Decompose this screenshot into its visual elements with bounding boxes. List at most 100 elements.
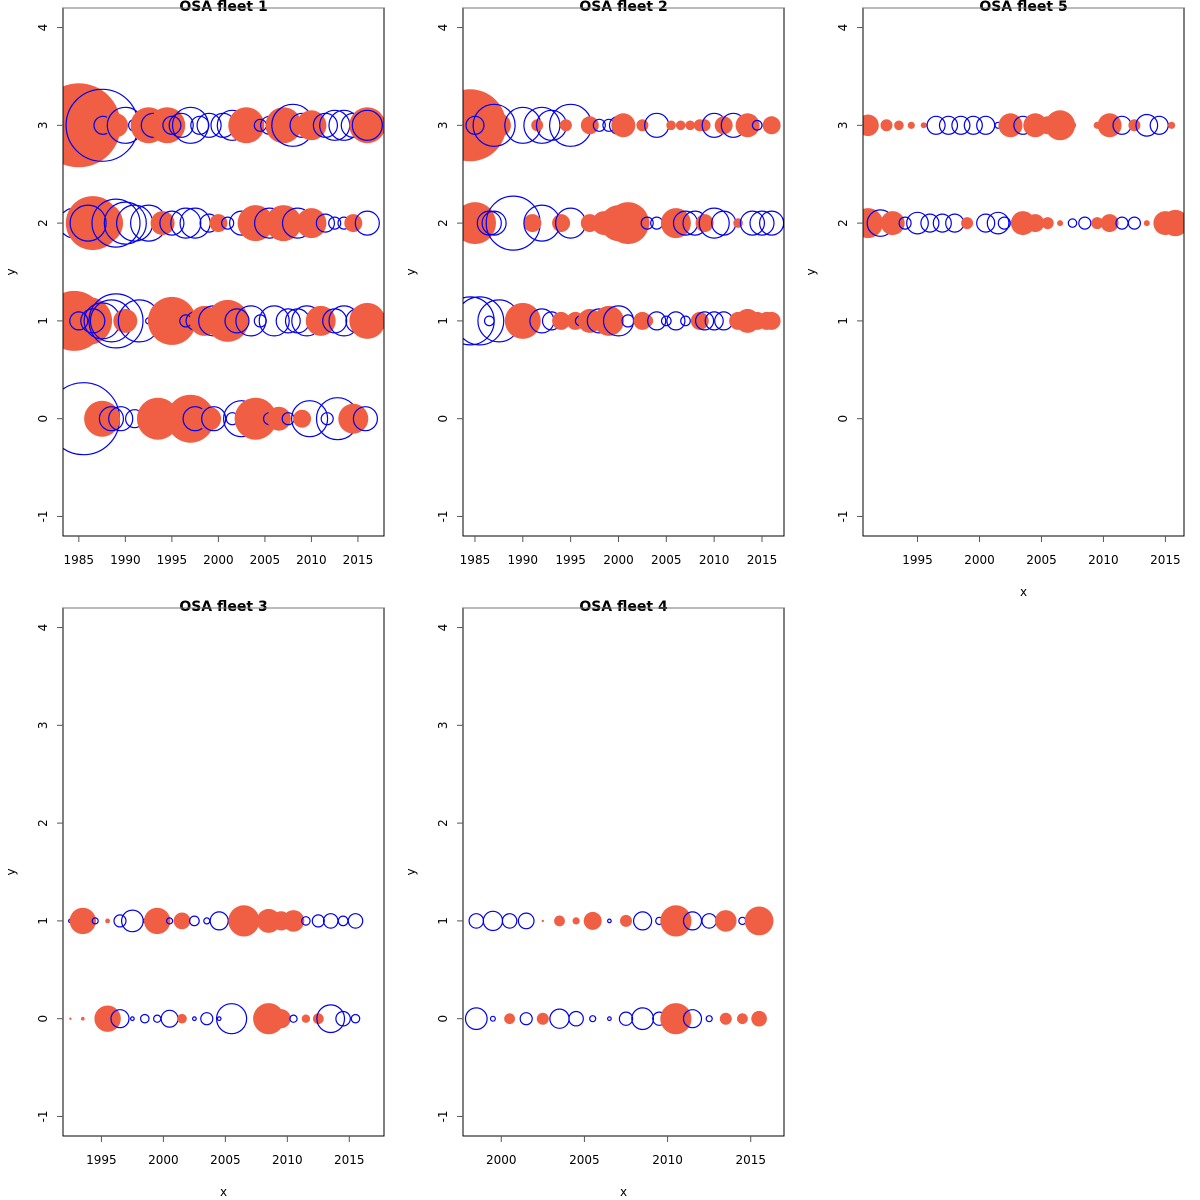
negative-residual-bubble xyxy=(179,207,211,239)
positive-residual-bubble xyxy=(552,214,571,233)
positive-residual-bubble xyxy=(863,208,883,239)
negative-residual-bubble xyxy=(188,915,200,927)
negative-residual-bubble xyxy=(1067,218,1078,228)
y-tick-label: 3 xyxy=(836,122,850,130)
x-tick-label: 1995 xyxy=(902,553,933,567)
y-tick-label: 0 xyxy=(36,415,50,423)
negative-residual-bubble xyxy=(170,207,202,239)
x-tick-label: 2010 xyxy=(1088,553,1119,567)
positive-residual-bubble xyxy=(1168,121,1176,129)
negative-residual-bubble xyxy=(69,204,107,242)
negative-residual-bubble xyxy=(110,1009,130,1029)
positive-residual-bubble xyxy=(660,1003,692,1035)
negative-residual-bubble xyxy=(160,1009,179,1028)
negative-residual-bubble xyxy=(489,1015,496,1022)
negative-residual-bubble xyxy=(938,115,959,135)
bubbles xyxy=(63,83,384,456)
positive-residual-bubble xyxy=(698,119,711,132)
positive-residual-bubble xyxy=(504,1013,515,1025)
positive-residual-bubble xyxy=(714,116,733,135)
negative-residual-bubble xyxy=(1149,115,1169,135)
title-mask xyxy=(433,588,814,600)
positive-residual-bubble xyxy=(1068,121,1077,129)
negative-residual-bubble xyxy=(592,118,606,132)
y-axis-label: y xyxy=(4,868,18,875)
bubbles xyxy=(863,110,1184,239)
negative-residual-bubble xyxy=(647,311,667,331)
x-tick-label: 2010 xyxy=(272,1153,303,1167)
negative-residual-bubble xyxy=(351,109,383,141)
negative-residual-bubble xyxy=(316,1004,346,1034)
positive-residual-bubble xyxy=(344,214,363,233)
positive-residual-bubble xyxy=(536,1012,549,1025)
negative-residual-bubble xyxy=(275,308,301,334)
positive-residual-bubble xyxy=(1091,217,1104,230)
x-tick-label: 2000 xyxy=(148,1153,179,1167)
negative-residual-bubble xyxy=(906,211,929,235)
positive-residual-bubble xyxy=(144,907,171,935)
positive-residual-bubble xyxy=(685,120,695,131)
negative-residual-bubble xyxy=(568,1010,584,1027)
positive-residual-bubble xyxy=(177,1013,187,1024)
y-tick-label: 0 xyxy=(836,415,850,423)
positive-residual-bubble xyxy=(147,296,196,345)
x-tick-label: 2015 xyxy=(1150,553,1181,567)
x-axis-label: x xyxy=(1020,585,1027,599)
x-axis-label: x xyxy=(220,1185,227,1199)
x-tick-label: 1990 xyxy=(508,553,539,567)
y-tick-label: 2 xyxy=(36,819,50,827)
y-tick-label: 4 xyxy=(436,24,450,32)
negative-residual-bubble xyxy=(464,1007,488,1031)
panel-title: OSA fleet 4 xyxy=(579,599,668,615)
plot-frame xyxy=(462,607,785,1137)
negative-residual-bubble xyxy=(704,311,724,331)
negative-residual-bubble xyxy=(482,910,504,932)
positive-residual-bubble xyxy=(675,120,686,131)
negative-residual-bubble xyxy=(472,103,516,147)
positive-residual-bubble xyxy=(894,120,904,131)
negative-residual-bubble xyxy=(166,917,174,925)
negative-residual-bubble xyxy=(501,913,518,929)
y-axis-label: y xyxy=(804,268,818,275)
negative-residual-bubble xyxy=(190,115,210,135)
positive-residual-bubble xyxy=(552,311,571,330)
negative-residual-bubble xyxy=(352,406,378,432)
positive-residual-bubble xyxy=(209,214,228,233)
negative-residual-bubble xyxy=(129,1016,135,1022)
y-axis-label: y xyxy=(404,868,418,875)
positive-residual-bubble xyxy=(660,208,691,239)
title-mask xyxy=(33,588,414,600)
negative-residual-bubble xyxy=(320,412,334,426)
negative-residual-bubble xyxy=(196,112,222,138)
y-tick-label: 1 xyxy=(836,317,850,325)
positive-residual-bubble xyxy=(237,205,274,242)
positive-residual-bubble xyxy=(265,107,302,144)
y-tick-label: 4 xyxy=(836,24,850,32)
positive-residual-bubble xyxy=(1100,214,1119,233)
y-tick-label: 4 xyxy=(436,624,450,632)
x-tick-label: 2000 xyxy=(964,553,995,567)
negative-residual-bubble xyxy=(88,293,144,349)
positive-residual-bubble xyxy=(541,919,544,923)
positive-residual-bubble xyxy=(81,202,124,245)
positive-residual-bubble xyxy=(305,305,336,336)
x-tick-label: 2000 xyxy=(203,553,234,567)
positive-residual-bubble xyxy=(636,119,649,132)
negative-residual-bubble xyxy=(108,406,134,432)
y-tick-label: -1 xyxy=(836,510,850,522)
bubbles xyxy=(464,905,774,1035)
x-tick-label: 1985 xyxy=(460,553,491,567)
positive-residual-bubble xyxy=(531,119,544,132)
positive-residual-bubble xyxy=(206,299,249,342)
negative-residual-bubble xyxy=(291,400,329,438)
negative-residual-bubble xyxy=(203,917,211,925)
negative-residual-bubble xyxy=(322,913,339,929)
plot-frame xyxy=(62,607,385,1137)
y-tick-label: 2 xyxy=(436,819,450,827)
negative-residual-bubble xyxy=(80,308,106,334)
negative-residual-bubble xyxy=(549,1008,570,1029)
positive-residual-bubble xyxy=(136,397,179,440)
x-tick-label: 2000 xyxy=(486,1153,517,1167)
